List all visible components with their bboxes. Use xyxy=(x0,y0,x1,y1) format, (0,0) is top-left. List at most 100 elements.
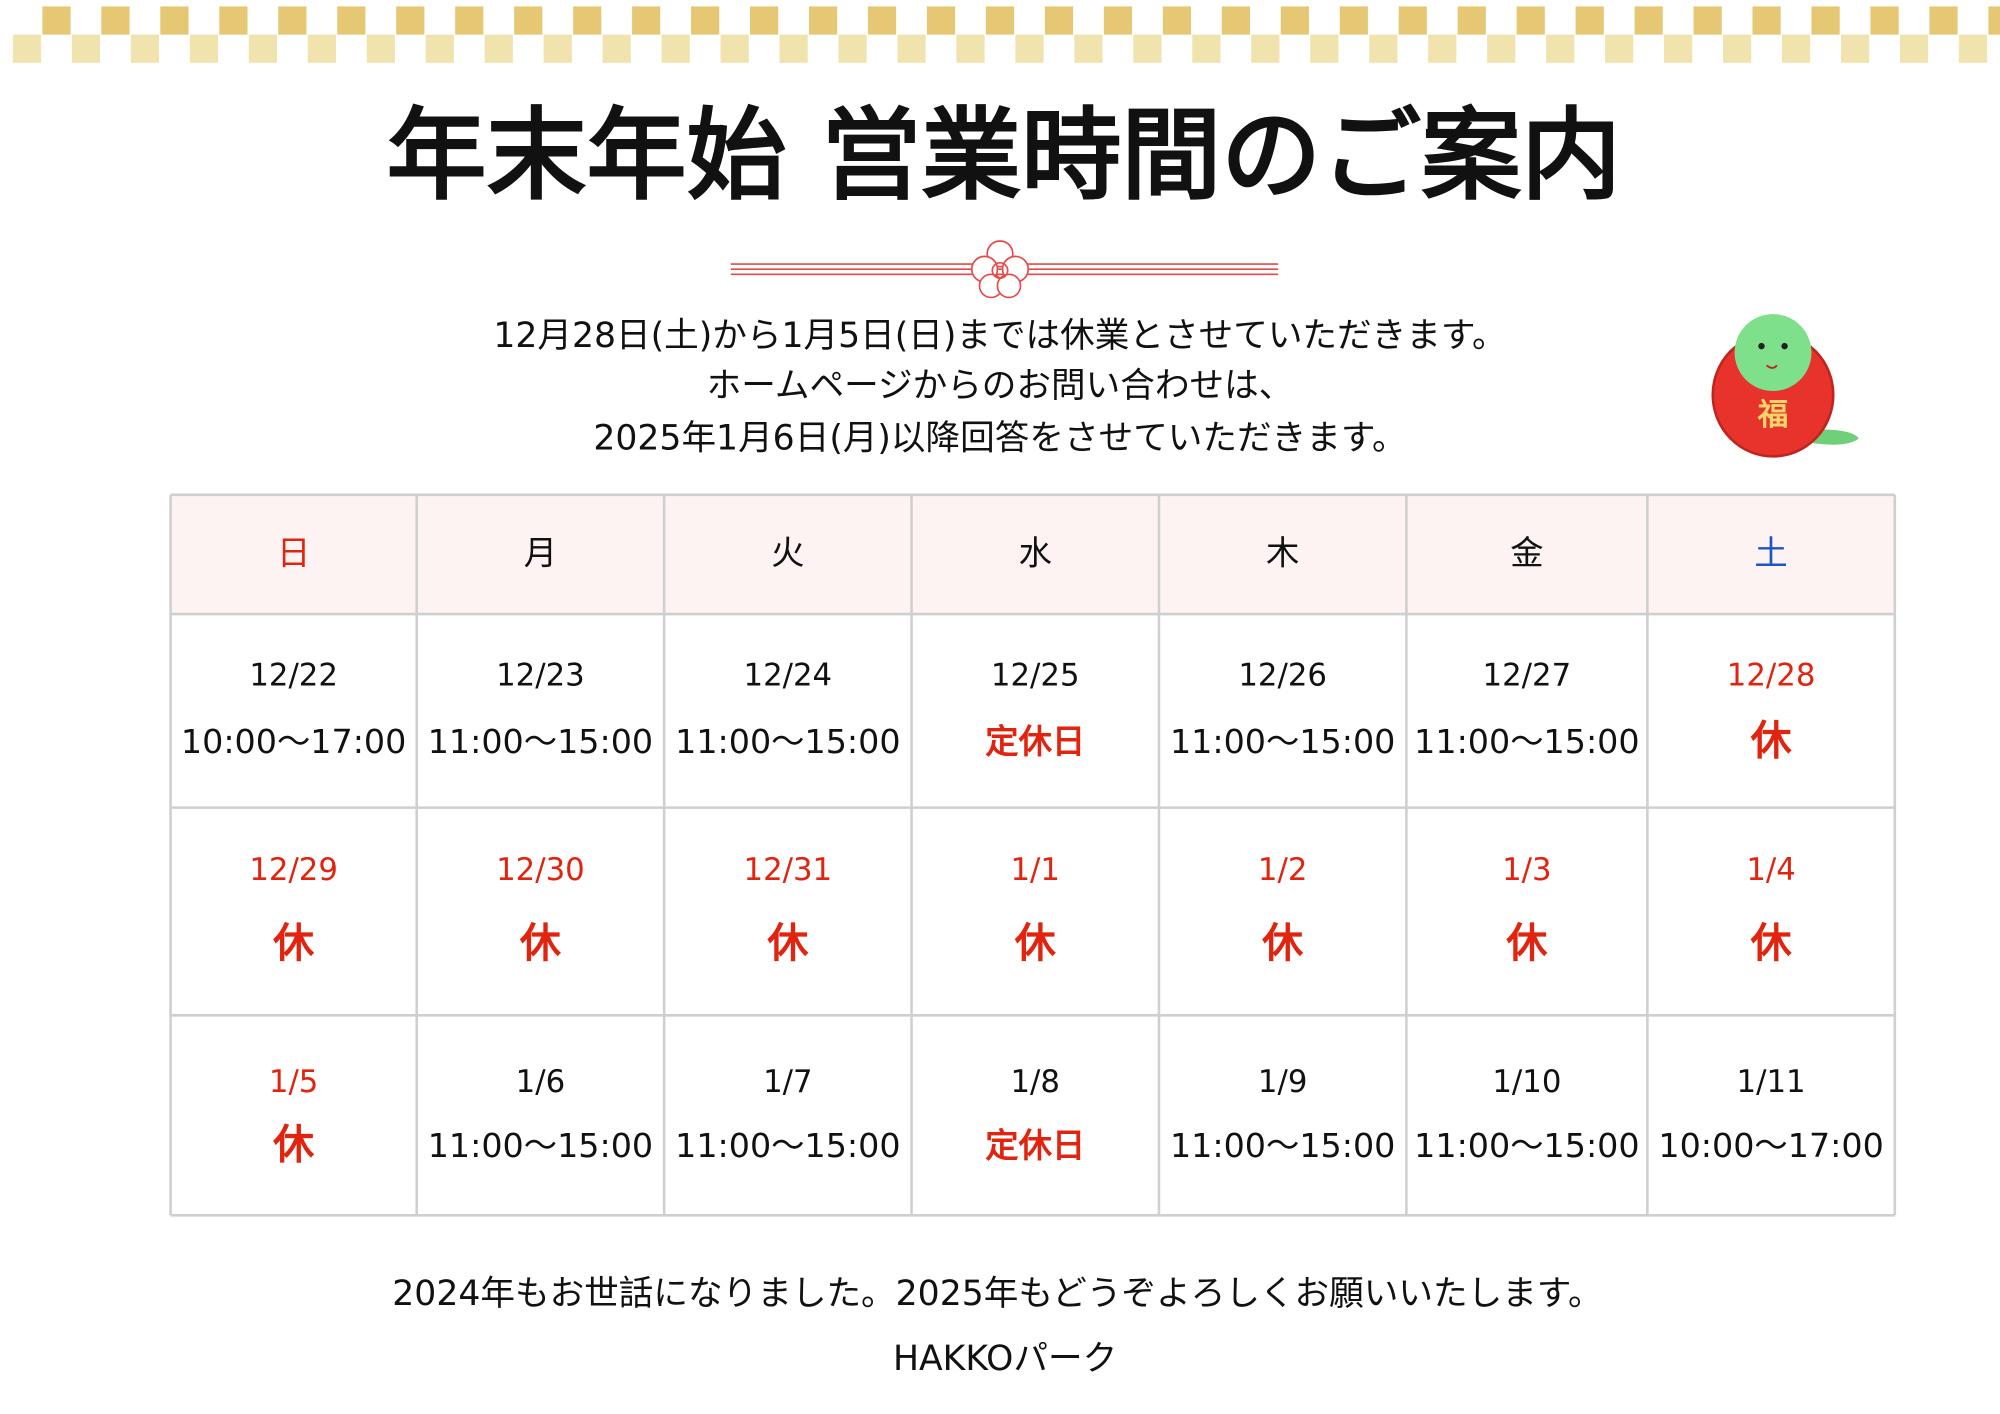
cell-date: 12/29 xyxy=(249,852,338,888)
checker-square xyxy=(808,6,838,35)
checker-square xyxy=(130,34,160,63)
checker-square xyxy=(1605,34,1634,63)
checker-square xyxy=(985,6,1015,35)
cell-date: 1/8 xyxy=(1011,1064,1061,1100)
checker-square xyxy=(720,34,749,63)
day-label: 月 xyxy=(524,534,557,573)
cell-status: 11:00〜15:00 xyxy=(428,722,653,761)
checker-square xyxy=(1398,6,1427,35)
checker-square xyxy=(1074,34,1103,63)
checker-square xyxy=(1251,34,1280,63)
checker-square xyxy=(1664,34,1693,63)
checker-square xyxy=(307,34,336,63)
checker-square xyxy=(1929,6,1958,35)
checker-square xyxy=(1192,34,1221,63)
cell-status: 休 xyxy=(766,919,809,967)
checker-square xyxy=(12,34,42,63)
cell-status: 休 xyxy=(519,919,562,967)
checker-square xyxy=(219,6,248,35)
checker-square xyxy=(1133,34,1162,63)
cell-status: 定休日 xyxy=(985,722,1085,761)
checker-square xyxy=(1693,6,1722,35)
checker-square xyxy=(160,6,189,35)
header-row xyxy=(170,494,1895,615)
checker-square xyxy=(1546,34,1575,63)
cell-status: 11:00〜15:00 xyxy=(1170,1126,1395,1165)
checker-square xyxy=(42,6,71,35)
checker-square xyxy=(1015,34,1044,63)
cell-date: 12/23 xyxy=(496,657,585,693)
checker-square xyxy=(543,34,572,63)
checker-square xyxy=(1811,6,1840,35)
checker-square xyxy=(366,34,395,63)
day-label: 日 xyxy=(277,534,310,573)
checker-square xyxy=(661,34,690,63)
checker-border xyxy=(12,6,2000,63)
checker-square xyxy=(1988,6,2000,35)
cell-date: 1/9 xyxy=(1258,1064,1308,1100)
cell-status: 休 xyxy=(272,919,315,967)
checker-square xyxy=(278,6,307,35)
checker-square xyxy=(750,6,779,35)
checker-square xyxy=(867,6,897,35)
cell-date: 12/31 xyxy=(744,852,833,888)
daruma: 福 xyxy=(1711,314,1859,458)
footer-signature: HAKKOパーク xyxy=(893,1339,1117,1379)
cell-date: 1/4 xyxy=(1746,852,1796,888)
checker-square xyxy=(838,34,867,63)
title: 年末年始 営業時間のご案内 xyxy=(387,97,1622,214)
day-label: 土 xyxy=(1754,534,1787,573)
checker-square xyxy=(1339,6,1368,35)
checker-square xyxy=(573,6,602,35)
daruma-label: 福 xyxy=(1757,397,1789,433)
cell-date: 1/10 xyxy=(1492,1064,1561,1100)
cell-status: 11:00〜15:00 xyxy=(675,722,900,761)
checker-square xyxy=(956,34,985,63)
checker-square xyxy=(1840,34,1870,63)
cell-date: 12/26 xyxy=(1238,657,1327,693)
checker-square xyxy=(779,34,808,63)
cell-date: 1/5 xyxy=(269,1064,319,1100)
checker-square xyxy=(1958,34,1988,63)
cell-status: 10:00〜17:00 xyxy=(181,722,406,761)
cell-date: 1/3 xyxy=(1502,852,1552,888)
checker-square xyxy=(1575,6,1604,35)
checker-square xyxy=(1781,34,1811,63)
cell-date: 12/24 xyxy=(744,657,833,693)
cell-date: 12/28 xyxy=(1727,657,1816,693)
notice-line: 12月28日(土)から1月5日(日)までは休業とさせていただきます。 xyxy=(493,316,1506,356)
cell-date: 12/27 xyxy=(1483,657,1572,693)
cell-date: 12/22 xyxy=(249,657,338,693)
mizuhiki xyxy=(730,240,1279,299)
notice-line: ホームページからのお問い合わせは、 xyxy=(707,366,1294,406)
day-label: 水 xyxy=(1019,534,1052,573)
checker-square xyxy=(1280,6,1309,35)
checker-square xyxy=(248,34,277,63)
checker-square xyxy=(514,6,543,35)
cell-status: 11:00〜15:00 xyxy=(675,1126,900,1165)
cell-status: 11:00〜15:00 xyxy=(1414,1126,1639,1165)
checker-square xyxy=(1162,6,1192,35)
cell-status: 定休日 xyxy=(985,1126,1085,1165)
day-label: 木 xyxy=(1266,534,1299,573)
checker-square xyxy=(101,6,130,35)
checker-square xyxy=(1044,6,1074,35)
checker-square xyxy=(897,34,926,63)
cell-status: 休 xyxy=(1261,919,1304,967)
cell-status: 休 xyxy=(272,1120,315,1168)
checker-square xyxy=(1369,34,1398,63)
cell-status: 11:00〜15:00 xyxy=(1170,722,1395,761)
checker-square xyxy=(1457,6,1486,35)
checker-square xyxy=(484,34,513,63)
cell-date: 1/7 xyxy=(763,1064,813,1100)
cell-status: 休 xyxy=(1750,919,1793,967)
checker-square xyxy=(189,34,219,63)
footer-message: 2024年もお世話になりました。2025年もどうぞよろしくお願いいたします。 xyxy=(392,1274,1602,1314)
checker-square xyxy=(1428,34,1457,63)
day-label: 火 xyxy=(771,534,804,573)
cell-date: 12/30 xyxy=(496,852,585,888)
checker-square xyxy=(425,34,454,63)
cell-date: 12/25 xyxy=(991,657,1080,693)
